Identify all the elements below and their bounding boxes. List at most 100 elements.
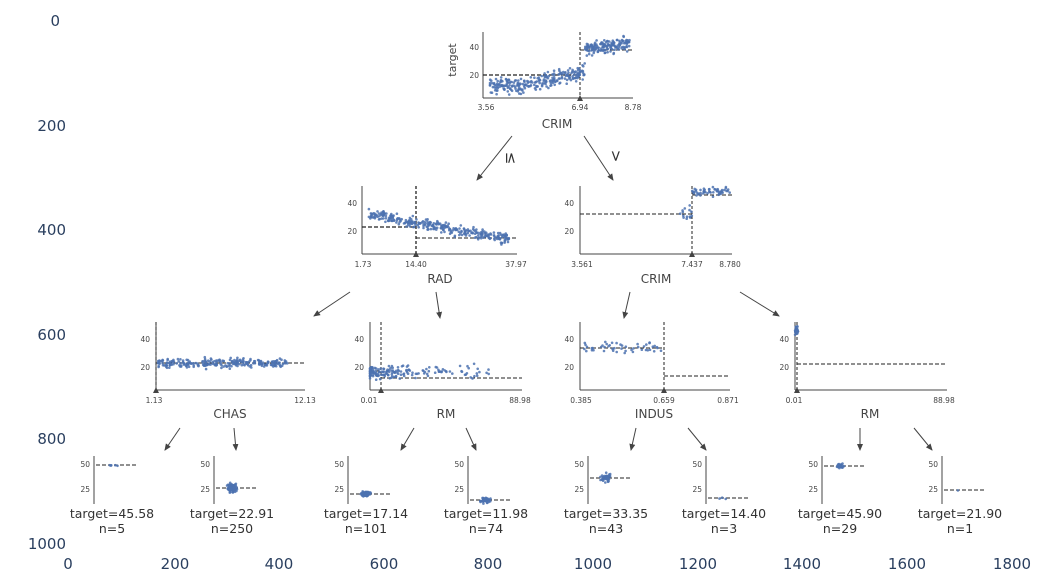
scatter-point bbox=[492, 231, 496, 234]
scatter-point bbox=[387, 364, 391, 368]
scatter-point bbox=[222, 365, 225, 368]
scatter-point bbox=[625, 50, 629, 53]
scatter-point bbox=[549, 84, 552, 87]
scatter-point bbox=[376, 210, 379, 213]
scatter-point bbox=[602, 349, 606, 353]
scatter-point bbox=[185, 366, 189, 369]
x-tick: 1400 bbox=[783, 555, 821, 573]
scatter-point bbox=[429, 227, 433, 231]
scatter-point bbox=[546, 70, 550, 74]
scatter-point bbox=[608, 476, 611, 479]
crim-scatter bbox=[678, 185, 731, 220]
scatter-point bbox=[507, 93, 511, 96]
scatter-point bbox=[204, 367, 208, 371]
scatter-point bbox=[558, 69, 561, 73]
scatter-point bbox=[385, 212, 388, 215]
leaf-y-tick: 25 bbox=[808, 485, 818, 494]
scatter-point bbox=[617, 48, 620, 51]
scatter-point bbox=[373, 366, 377, 370]
scatter-point bbox=[702, 190, 706, 193]
x-tick: 0.659 bbox=[653, 396, 675, 405]
scatter-point bbox=[405, 225, 408, 228]
scatter-point bbox=[404, 221, 407, 224]
x-tick: 0.01 bbox=[361, 396, 378, 405]
scatter-point bbox=[711, 185, 715, 189]
leaf-node: 25 50 target=17.14n=101 bbox=[324, 456, 408, 536]
scatter-point bbox=[400, 365, 404, 368]
root-x-tick: 8.78 bbox=[625, 103, 642, 112]
scatter-point bbox=[685, 217, 688, 220]
scatter-point bbox=[487, 368, 490, 371]
scatter-point bbox=[179, 361, 182, 365]
y-tick: 1000 bbox=[28, 535, 66, 553]
scatter-point bbox=[794, 325, 798, 329]
level1-branches bbox=[313, 291, 780, 319]
scatter-point bbox=[236, 361, 240, 364]
scatter-point bbox=[384, 214, 388, 218]
scatter-point bbox=[533, 83, 536, 87]
scatter-point bbox=[426, 220, 429, 223]
scatter-point bbox=[460, 370, 464, 374]
scatter-point bbox=[688, 204, 691, 207]
scatter-point bbox=[157, 364, 160, 368]
scatter-point bbox=[488, 81, 492, 85]
scatter-point bbox=[187, 365, 191, 369]
leaf-y-tick: 25 bbox=[928, 485, 938, 494]
scatter-point bbox=[699, 194, 702, 197]
scatter-point bbox=[483, 231, 487, 235]
scatter-point bbox=[383, 212, 386, 215]
scatter-point bbox=[468, 234, 471, 237]
scatter-point bbox=[568, 76, 571, 79]
scatter-point bbox=[728, 191, 731, 194]
scatter-point bbox=[615, 341, 618, 345]
scatter-point bbox=[571, 68, 574, 72]
scatter-point bbox=[505, 233, 509, 237]
leaf-y-tick: 25 bbox=[454, 485, 464, 494]
scatter-point bbox=[552, 72, 556, 75]
scatter-point bbox=[547, 86, 550, 90]
scatter-point bbox=[218, 358, 221, 362]
scatter-point bbox=[681, 210, 685, 214]
scatter-point bbox=[398, 217, 401, 220]
scatter-point bbox=[451, 229, 455, 232]
scatter-point bbox=[236, 356, 239, 360]
scatter-point bbox=[238, 359, 241, 363]
scatter-point bbox=[440, 227, 443, 230]
scatter-point bbox=[257, 362, 261, 366]
scatter-point bbox=[604, 481, 607, 484]
rad-scatter bbox=[367, 207, 511, 246]
scatter-point bbox=[543, 75, 546, 78]
scatter-point bbox=[507, 78, 511, 81]
scatter-point bbox=[466, 228, 470, 231]
scatter-point bbox=[366, 492, 369, 495]
scatter-point bbox=[225, 365, 228, 368]
root-node: target 20 40 3.56 6.94 8.78 CRIM bbox=[446, 32, 642, 131]
scatter-point bbox=[203, 357, 207, 361]
scatter-point bbox=[606, 479, 610, 483]
scatter-point bbox=[611, 39, 615, 42]
node-feature-label: CRIM bbox=[641, 272, 672, 286]
scatter-point bbox=[631, 350, 635, 354]
scatter-point bbox=[652, 350, 656, 353]
scatter-point bbox=[706, 192, 709, 195]
scatter-point bbox=[167, 361, 171, 365]
scatter-point bbox=[390, 214, 393, 218]
scatter-point bbox=[503, 240, 507, 243]
x-tick: 1600 bbox=[888, 555, 926, 573]
scatter-point bbox=[488, 83, 492, 87]
y-tick: 800 bbox=[37, 430, 66, 448]
scatter-point bbox=[699, 188, 702, 192]
x-tick: 1.73 bbox=[355, 260, 372, 269]
scatter-point bbox=[522, 91, 525, 94]
scatter-point bbox=[406, 364, 410, 367]
scatter-point bbox=[606, 47, 610, 51]
scatter-point bbox=[571, 77, 575, 80]
rm-right-scatter bbox=[793, 325, 800, 337]
scatter-point bbox=[361, 492, 364, 496]
scatter-point bbox=[447, 222, 451, 225]
node-feature-label: CHAS bbox=[213, 407, 246, 421]
scatter-point bbox=[209, 363, 212, 366]
scatter-point bbox=[393, 370, 397, 374]
scatter-point bbox=[265, 364, 269, 367]
